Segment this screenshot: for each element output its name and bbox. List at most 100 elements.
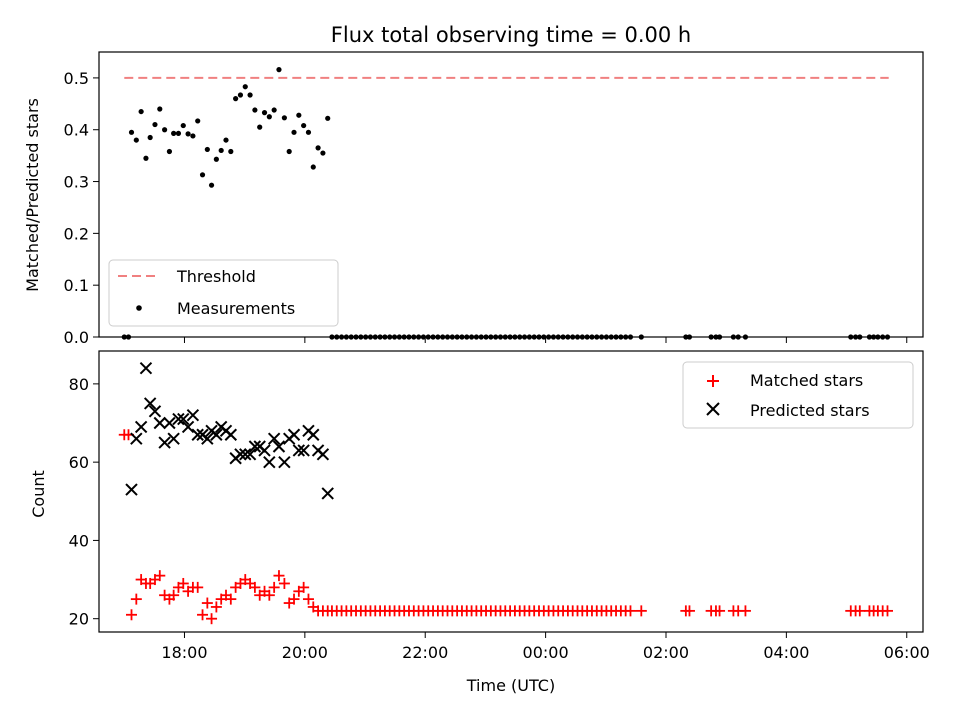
measurement-point — [880, 334, 886, 340]
measurement-point — [536, 334, 542, 340]
predicted-star-point — [210, 428, 223, 441]
measurement-point — [343, 334, 349, 340]
matched-star-point — [854, 605, 866, 617]
matched-star-point — [177, 577, 189, 589]
predicted-star-point — [143, 397, 157, 410]
measurement-point — [454, 334, 460, 340]
measurement-point — [875, 334, 881, 340]
measurement-point — [425, 334, 431, 340]
measurement-point — [190, 133, 196, 139]
measurement-point — [483, 334, 489, 340]
measurement-point — [560, 334, 566, 340]
measurement-point — [291, 129, 297, 135]
predicted-star-point — [297, 444, 310, 457]
predicted-star-point — [278, 455, 291, 469]
measurement-point — [363, 334, 369, 340]
measurement-point — [618, 334, 624, 340]
predicted-star-point — [224, 428, 238, 441]
measurement-point — [353, 334, 359, 340]
measurement-point — [208, 182, 215, 188]
measurement-point — [133, 137, 139, 143]
measurement-point — [147, 134, 153, 141]
measurement-point — [223, 137, 229, 143]
measurement-point — [531, 334, 537, 340]
x-tick-label: 18:00 — [161, 643, 207, 662]
measurement-point — [401, 334, 407, 340]
measurement-point — [613, 334, 619, 340]
measurement-point — [315, 145, 321, 151]
predicted-star-point — [201, 432, 214, 445]
measurement-point — [237, 92, 244, 98]
measurement-point — [257, 124, 263, 130]
predicted-star-point — [153, 416, 166, 430]
measurement-point — [204, 146, 210, 153]
matched-star-point — [288, 593, 300, 605]
measurement-point — [526, 334, 532, 340]
predicted-star-point — [181, 420, 195, 434]
measurement-point — [608, 334, 614, 340]
measurement-point — [594, 334, 600, 340]
measurement-point — [683, 334, 689, 340]
matched-star-point — [126, 609, 138, 621]
measurement-point — [310, 164, 316, 170]
top-y-axis-label: Matched/Predicted stars — [23, 98, 42, 292]
chart-title: Flux total observing time = 0.00 h — [331, 23, 691, 47]
measurement-point — [382, 334, 388, 340]
measurement-point — [623, 334, 629, 340]
matched-star-point — [263, 589, 275, 601]
bottom-y-axis-label: Count — [29, 470, 48, 518]
predicted-star-point — [243, 448, 257, 461]
matched-star-point — [268, 581, 280, 593]
measurement-point — [358, 334, 364, 340]
matched-star-point — [168, 589, 180, 601]
measurement-point — [175, 130, 182, 136]
measurement-point — [521, 334, 528, 340]
measurement-point — [162, 127, 168, 133]
measurement-point — [570, 334, 576, 340]
legend-measurements-label: Measurements — [177, 299, 295, 318]
measurement-points — [121, 67, 891, 340]
legend-matched-label: Matched stars — [750, 371, 863, 390]
measurement-point — [589, 334, 595, 340]
matched-star-point — [635, 605, 647, 617]
measurement-point — [686, 334, 693, 340]
measurement-point — [468, 334, 475, 340]
measurement-point — [449, 334, 455, 340]
measurement-point — [541, 334, 547, 340]
measurement-point — [406, 334, 412, 340]
measurement-point — [247, 92, 253, 98]
measurement-point — [420, 334, 427, 340]
predicted-star-point — [186, 408, 200, 422]
matched-stars-points — [118, 429, 893, 625]
measurement-point — [138, 108, 144, 115]
matched-star-point — [739, 605, 751, 617]
predicted-star-point — [316, 448, 330, 461]
measurement-point — [603, 334, 610, 340]
measurement-point — [502, 334, 508, 340]
top-y-tick-label: 0.5 — [64, 69, 89, 88]
measurement-point — [372, 334, 378, 340]
predicted-star-point — [321, 487, 334, 500]
measurement-point — [228, 148, 234, 155]
top-y-tick-label: 0.2 — [64, 224, 89, 243]
bottom-x-ticks: 18:00 20:00 22:00 00:00 02:00 04:00 06:00 — [161, 632, 930, 662]
x-tick-label: 20:00 — [282, 643, 328, 662]
measurement-point — [493, 334, 499, 340]
measurement-point — [507, 334, 513, 340]
measurement-point — [185, 131, 191, 137]
measurement-point — [128, 129, 135, 135]
matched-star-point — [273, 570, 285, 582]
legend-measurements-swatch — [136, 305, 142, 311]
matched-star-point — [210, 601, 222, 613]
measurement-point — [478, 334, 484, 340]
matched-star-point — [201, 597, 213, 609]
predicted-star-point — [258, 444, 271, 457]
measurement-point — [325, 115, 331, 121]
predicted-star-point — [234, 448, 247, 461]
matched-star-point — [225, 593, 237, 605]
predicted-star-point — [172, 412, 185, 426]
measurement-point — [517, 334, 523, 340]
measurement-point — [143, 155, 149, 161]
matched-star-point — [881, 605, 893, 617]
legend-predicted-label: Predicted stars — [750, 401, 870, 420]
